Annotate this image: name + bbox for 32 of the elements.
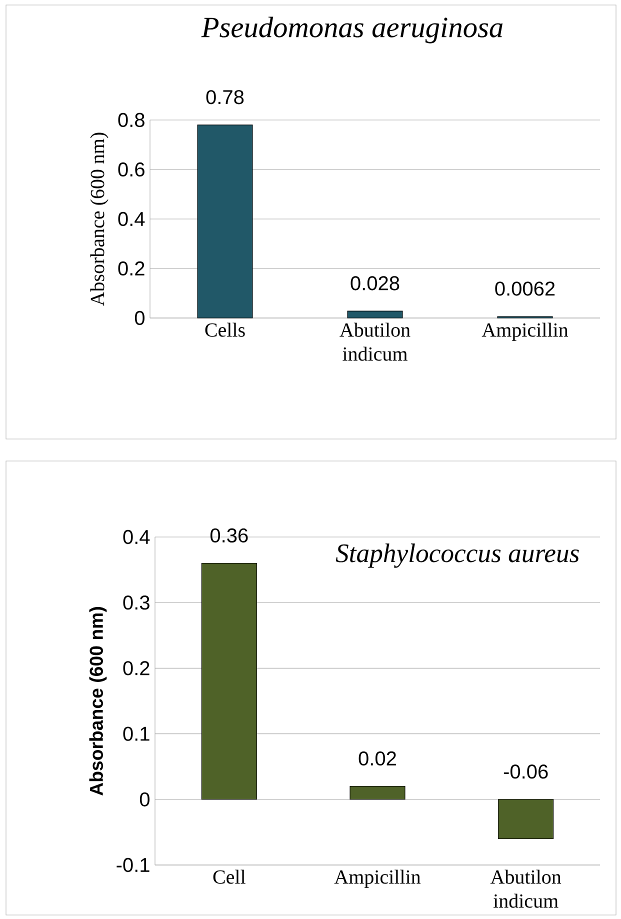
bar	[498, 799, 554, 840]
y-tick-label: 0	[140, 792, 150, 806]
y-tick-label: 0.1	[123, 726, 150, 741]
bar	[201, 562, 257, 800]
bar	[347, 310, 403, 318]
y-tick-label: 0.6	[118, 162, 144, 177]
chart-title: Staphylococcus aureus	[336, 544, 579, 568]
y-tick-label: 0.3	[123, 596, 150, 610]
y-axis-title: Absorbance (600 nm)	[90, 132, 108, 306]
data-label: 0.028	[350, 276, 400, 290]
y-tick-label: 0.2	[123, 661, 150, 676]
data-label: -0.06	[504, 764, 548, 779]
x-tick-label: Ampicillin	[482, 322, 568, 341]
x-tick-label: Abutilon indicum	[490, 870, 562, 908]
y-tick-label: 0.2	[118, 261, 144, 276]
bar	[350, 786, 406, 800]
y-axis-title: Absorbance (600 nm)	[89, 607, 107, 796]
x-tick-label: Ampicillin	[334, 870, 421, 888]
y-tick-label: 0.4	[123, 530, 150, 544]
chart-title: Pseudomonas aeruginosa	[201, 16, 503, 44]
data-label: 0.36	[210, 528, 248, 543]
x-tick-label: Cells	[205, 322, 245, 337]
data-label: 0.0062	[495, 282, 555, 296]
y-tick-label: 0.8	[118, 112, 144, 128]
y-tick-label: -0.1	[116, 858, 150, 872]
data-label: 0.78	[206, 90, 244, 104]
x-tick-label: Cell	[213, 870, 246, 884]
data-label: 0.02	[358, 751, 396, 766]
y-tick-label: 0.4	[118, 212, 145, 226]
y-tick-label: 0	[134, 310, 144, 326]
bar	[197, 124, 253, 318]
x-tick-label: Abutilon indicum	[340, 322, 410, 361]
